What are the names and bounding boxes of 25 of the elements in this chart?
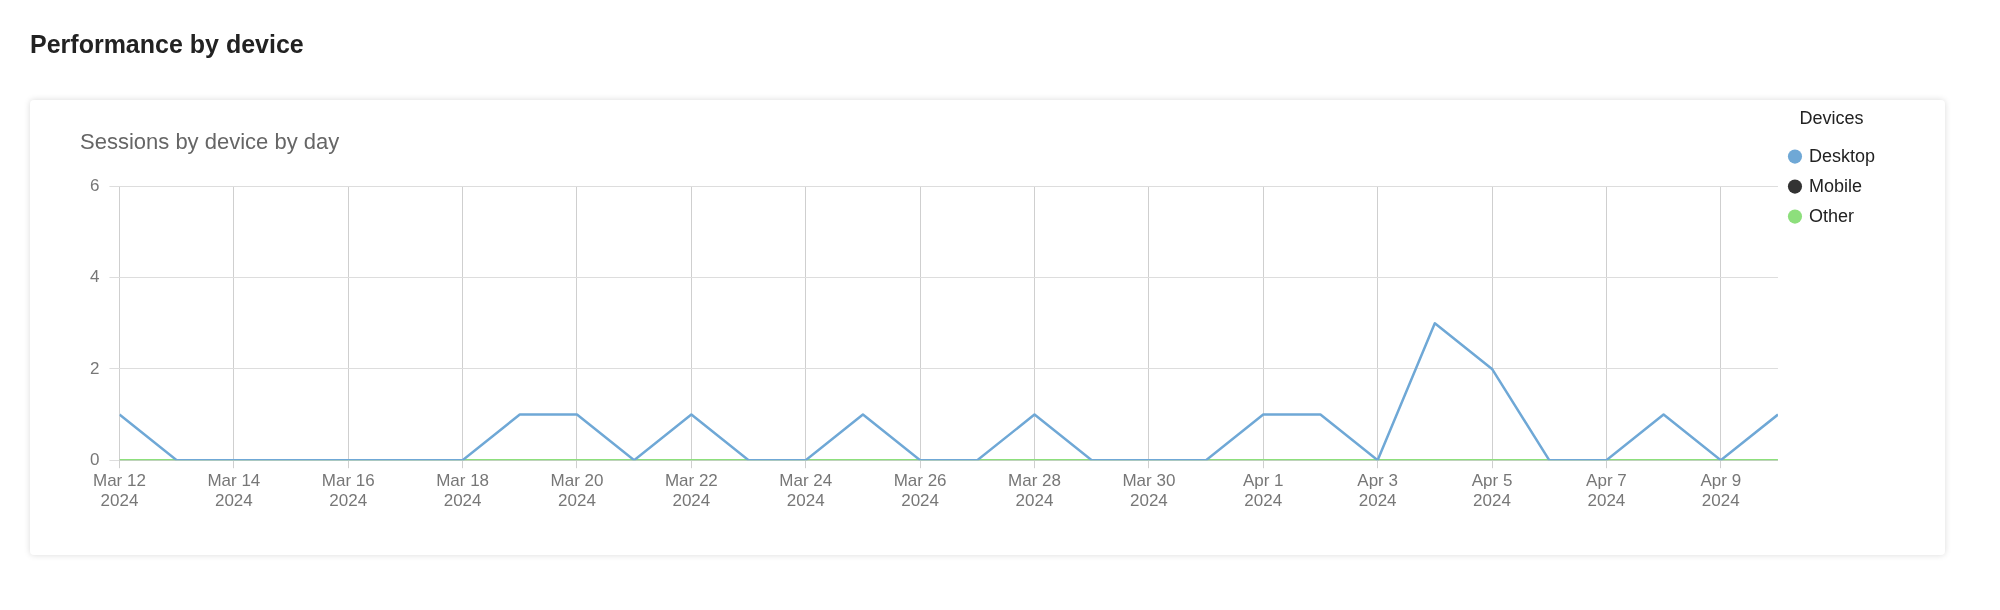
x-tick-label: Apr 5 2024 <box>1471 471 1513 511</box>
legend-label: Mobile <box>1808 175 1862 196</box>
y-tick-label: 6 <box>89 176 100 196</box>
x-tick-label: Mar 30 2024 <box>1122 471 1176 511</box>
x-tick-label: Mar 26 2024 <box>893 471 947 511</box>
y-tick-label: 0 <box>89 449 100 469</box>
chart-subtitle: Sessions by device by day <box>80 129 340 155</box>
y-tick-label: 4 <box>89 267 100 287</box>
y-tick-label: 2 <box>89 358 100 378</box>
x-tick-label: Mar 20 2024 <box>550 471 604 511</box>
x-tick-label: Mar 24 2024 <box>779 471 833 511</box>
x-tick-label: Apr 1 2024 <box>1242 471 1284 511</box>
x-tick-label: Mar 28 2024 <box>1008 471 1061 511</box>
x-tick-label: Mar 14 2024 <box>207 471 261 511</box>
x-tick-label: Apr 9 2024 <box>1700 471 1742 511</box>
legend-label: Other <box>1808 205 1854 226</box>
chart-title: Performance by device <box>30 30 304 59</box>
x-tick-label: Apr 3 2024 <box>1357 471 1398 511</box>
legend-title: Devices <box>1799 107 1864 128</box>
x-tick-label: Mar 12 2024 <box>92 471 146 511</box>
x-tick-label: Mar 16 2024 <box>321 471 375 511</box>
x-tick-label: Mar 22 2024 <box>664 471 718 511</box>
x-tick-label: Mar 18 2024 <box>436 471 490 511</box>
legend-label: Desktop <box>1808 145 1876 166</box>
x-tick-label: Apr 7 2024 <box>1586 471 1627 511</box>
